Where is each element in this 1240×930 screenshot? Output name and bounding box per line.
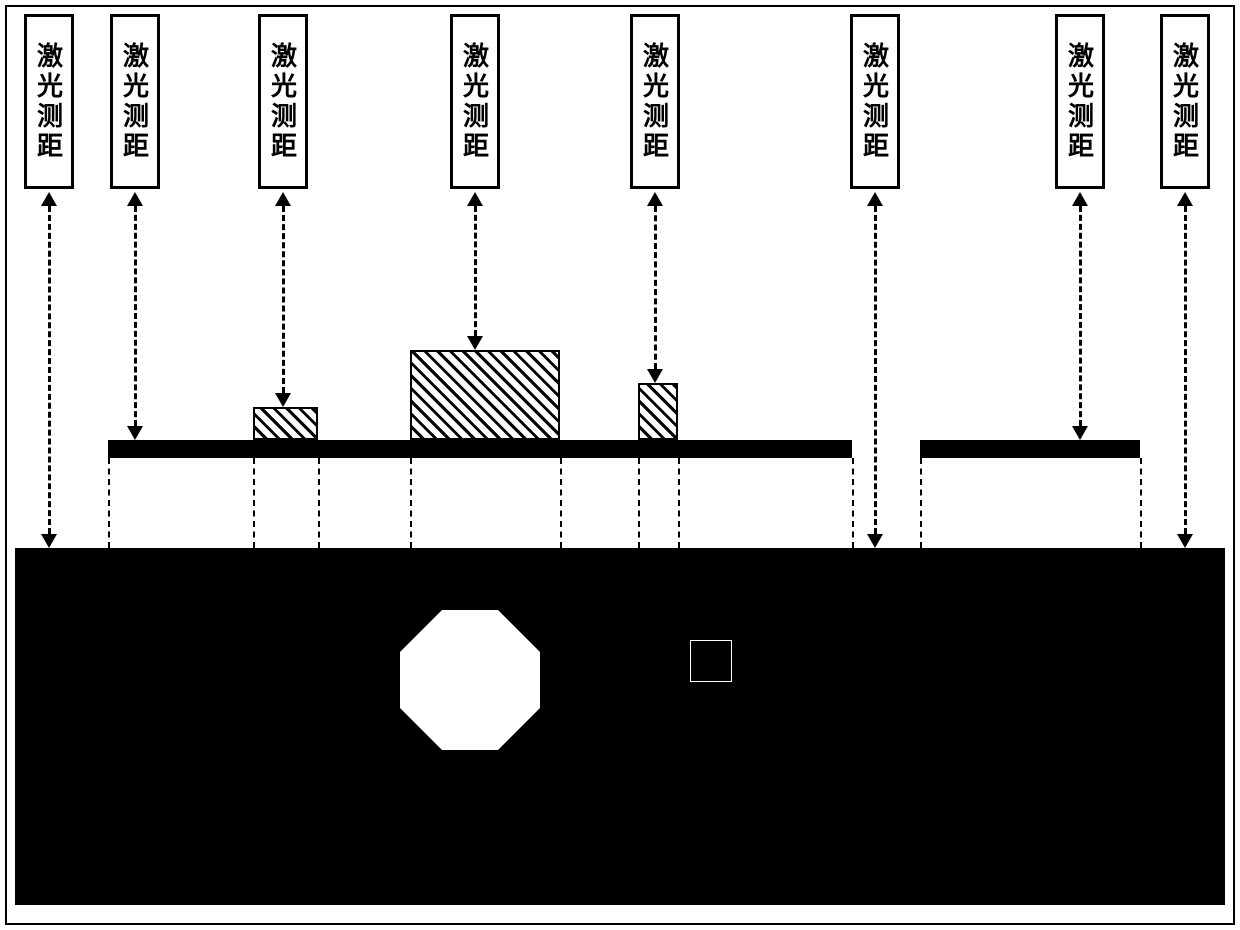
arrow-down-3: [467, 336, 483, 350]
arrow-up-0: [41, 192, 57, 206]
support-dash-3: [410, 458, 412, 548]
sensor-label-3: 激光测距: [457, 42, 494, 162]
sensor-label-7: 激光测距: [1167, 42, 1204, 162]
top-bar-1: [920, 440, 1140, 458]
arrow-up-2: [275, 192, 291, 206]
support-dash-2: [318, 458, 320, 548]
sensor-box-6: 激光测距: [1055, 14, 1105, 189]
sensor-label-4: 激光测距: [637, 42, 674, 162]
arrow-up-1: [127, 192, 143, 206]
arrow-down-6: [1072, 426, 1088, 440]
arrow-down-4: [647, 369, 663, 383]
beam-line-6: [1079, 206, 1082, 426]
diagram-canvas: 激光测距 激光测距 激光测距 激光测距 激光测距 激光测距 激光测距 激光测距: [0, 0, 1240, 930]
sensor-box-3: 激光测距: [450, 14, 500, 189]
arrow-up-7: [1177, 192, 1193, 206]
sensor-box-2: 激光测距: [258, 14, 308, 189]
hatched-box-0: [253, 407, 318, 440]
octagon-cutout: [400, 610, 540, 750]
beam-line-1: [134, 206, 137, 426]
ground-block: [15, 548, 1225, 905]
arrow-down-5: [867, 534, 883, 548]
sensor-box-1: 激光测距: [110, 14, 160, 189]
sensor-label-0: 激光测距: [31, 42, 68, 162]
support-dash-4: [560, 458, 562, 548]
small-square-outline: [690, 640, 732, 682]
hatched-box-1: [410, 350, 560, 440]
sensor-label-1: 激光测距: [117, 42, 154, 162]
support-dash-9: [1140, 458, 1142, 548]
sensor-box-4: 激光测距: [630, 14, 680, 189]
beam-line-4: [654, 206, 657, 369]
beam-line-0: [48, 206, 51, 534]
sensor-label-6: 激光测距: [1062, 42, 1099, 162]
sensor-box-7: 激光测距: [1160, 14, 1210, 189]
support-dash-5: [638, 458, 640, 548]
arrow-up-4: [647, 192, 663, 206]
arrow-down-7: [1177, 534, 1193, 548]
arrow-up-3: [467, 192, 483, 206]
support-dash-1: [253, 458, 255, 548]
arrow-up-6: [1072, 192, 1088, 206]
beam-line-5: [874, 206, 877, 534]
arrow-down-2: [275, 393, 291, 407]
support-dash-0: [108, 458, 110, 548]
support-dash-6: [678, 458, 680, 548]
sensor-box-0: 激光测距: [24, 14, 74, 189]
beam-line-2: [282, 206, 285, 393]
sensor-label-5: 激光测距: [857, 42, 894, 162]
support-dash-7: [852, 458, 854, 548]
arrow-down-0: [41, 534, 57, 548]
arrow-up-5: [867, 192, 883, 206]
sensor-label-2: 激光测距: [265, 42, 302, 162]
hatched-box-2: [638, 383, 678, 440]
support-dash-8: [920, 458, 922, 548]
top-bar-0: [108, 440, 852, 458]
beam-line-7: [1184, 206, 1187, 534]
arrow-down-1: [127, 426, 143, 440]
sensor-box-5: 激光测距: [850, 14, 900, 189]
beam-line-3: [474, 206, 477, 336]
